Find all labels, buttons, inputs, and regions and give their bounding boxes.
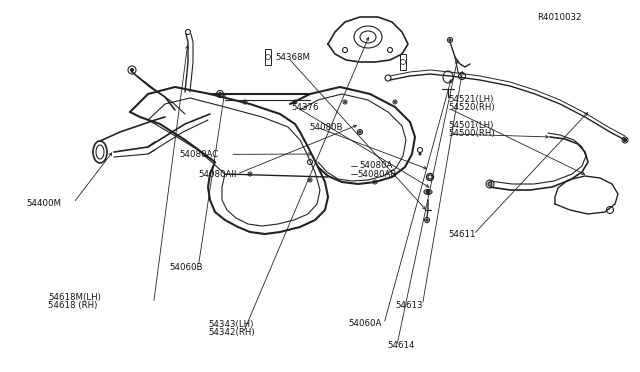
Ellipse shape [359, 131, 361, 133]
Ellipse shape [249, 173, 251, 175]
Text: 54080A: 54080A [360, 161, 393, 170]
Text: 54060A: 54060A [349, 319, 382, 328]
Ellipse shape [394, 101, 396, 103]
Text: 54376: 54376 [291, 103, 319, 112]
Text: 54618M(LH): 54618M(LH) [48, 293, 101, 302]
Text: 54520(RH): 54520(RH) [448, 103, 495, 112]
Ellipse shape [218, 93, 221, 96]
Text: 54342(RH): 54342(RH) [208, 328, 255, 337]
Text: 54618 (RH): 54618 (RH) [48, 301, 97, 310]
Ellipse shape [488, 182, 492, 186]
Text: 54501(LH): 54501(LH) [448, 121, 493, 130]
Text: 54368M: 54368M [275, 53, 310, 62]
Text: 54614: 54614 [387, 341, 415, 350]
Text: 54060B: 54060B [170, 263, 203, 272]
Text: R4010032: R4010032 [538, 13, 582, 22]
Text: 54521(LH): 54521(LH) [448, 95, 493, 104]
Ellipse shape [244, 101, 246, 103]
Text: 54080AC: 54080AC [179, 150, 218, 159]
Text: 54080AB: 54080AB [357, 170, 397, 179]
Ellipse shape [419, 153, 421, 155]
Ellipse shape [623, 138, 627, 141]
Text: 54400M: 54400M [27, 199, 62, 208]
Ellipse shape [374, 181, 376, 183]
Ellipse shape [344, 101, 346, 103]
Text: 54080AII: 54080AII [198, 170, 237, 179]
Ellipse shape [309, 179, 311, 181]
Text: 54613: 54613 [396, 301, 423, 310]
Ellipse shape [131, 68, 134, 71]
Ellipse shape [426, 190, 430, 193]
Ellipse shape [294, 101, 296, 103]
Text: 54080B: 54080B [310, 123, 343, 132]
Text: 54611: 54611 [448, 230, 476, 239]
Ellipse shape [426, 219, 428, 221]
Ellipse shape [449, 39, 451, 41]
Text: 54343(LH): 54343(LH) [208, 320, 253, 329]
Text: 54500(RH): 54500(RH) [448, 129, 495, 138]
